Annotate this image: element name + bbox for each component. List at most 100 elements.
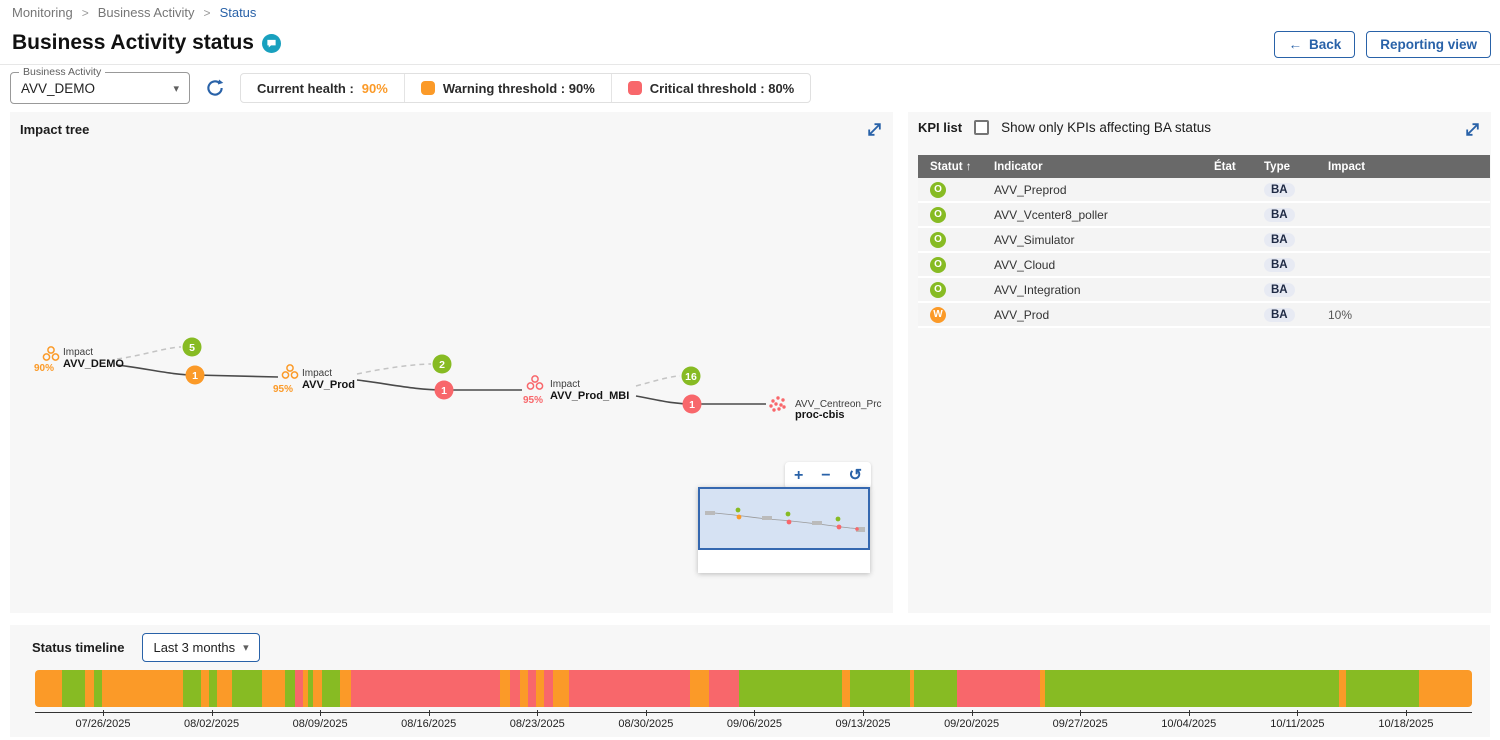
timeline-segment[interactable]	[93, 670, 103, 707]
timeline-segment[interactable]	[294, 670, 304, 707]
timeline-segment[interactable]	[231, 670, 262, 707]
zoom-reset-icon[interactable]: ↺	[848, 466, 863, 484]
kpi-row[interactable]: O AVV_Vcenter8_poller BA	[918, 203, 1490, 228]
timeline-segment[interactable]	[528, 670, 536, 707]
timeline-segment[interactable]	[303, 670, 308, 707]
timeline-segment[interactable]	[849, 670, 910, 707]
tree-node-avv-demo[interactable]: 90% Impact AVV_DEMO	[34, 346, 124, 374]
axis-tick-label: 09/06/2025	[726, 718, 782, 730]
timeline-segment[interactable]	[1044, 670, 1339, 707]
timeline-segment[interactable]	[909, 670, 915, 707]
breadcrumb-monitoring[interactable]: Monitoring	[12, 5, 73, 20]
impact-tree-graph[interactable]: 90% Impact AVV_DEMO 95% Impact AVV_Prod …	[10, 112, 893, 613]
timeline-segment[interactable]	[62, 670, 86, 707]
timeline-segment[interactable]	[957, 670, 1041, 707]
zoom-out-icon[interactable]: −	[821, 466, 831, 484]
kpi-row[interactable]: O AVV_Cloud BA	[918, 253, 1490, 278]
timeline-segment[interactable]	[85, 670, 94, 707]
tree-node-avv-prod[interactable]: 95% Impact AVV_Prod	[273, 364, 355, 395]
timeline-segment[interactable]	[1338, 670, 1346, 707]
column-statut[interactable]: Statut ↑	[930, 160, 972, 173]
ba-cluster-icon	[281, 364, 299, 379]
timeline-segment[interactable]	[842, 670, 850, 707]
timeline-segment[interactable]	[307, 670, 314, 707]
timeline-segment[interactable]	[690, 670, 710, 707]
timeline-segment[interactable]	[1418, 670, 1472, 707]
timeline-segment[interactable]	[535, 670, 545, 707]
service-dots-icon	[769, 396, 786, 412]
timeline-segment[interactable]	[544, 670, 553, 707]
axis-tick-label: 07/26/2025	[75, 718, 131, 730]
timeline-segment[interactable]	[1345, 670, 1419, 707]
critical-threshold-chip: Critical threshold : 80%	[610, 74, 810, 102]
timeline-segment[interactable]	[208, 670, 218, 707]
column-indicator[interactable]: Indicator	[994, 160, 1043, 173]
comment-icon[interactable]	[261, 33, 281, 53]
tree-minimap[interactable]	[698, 487, 870, 573]
current-health-value: 90%	[361, 80, 388, 96]
timeline-segment[interactable]	[1040, 670, 1045, 707]
reporting-view-button[interactable]: Reporting view	[1366, 31, 1491, 58]
kpi-indicator: AVV_Prod	[994, 307, 1050, 322]
timeline-segment[interactable]	[313, 670, 322, 707]
timeline-segment[interactable]	[284, 670, 295, 707]
tree-node-avv-prod-mbi[interactable]: 95% Impact AVV_Prod_MBI	[523, 375, 629, 406]
timeline-segment[interactable]	[568, 670, 691, 707]
badge-ok-count[interactable]: 5	[182, 337, 202, 357]
timeline-segment[interactable]	[201, 670, 209, 707]
timeline-segment[interactable]	[340, 670, 351, 707]
timeline-segment[interactable]	[217, 670, 232, 707]
badge-critical-count[interactable]: 1	[682, 394, 702, 414]
kpi-row[interactable]: O AVV_Preprod BA	[918, 178, 1490, 203]
breadcrumb-status[interactable]: Status	[219, 5, 257, 20]
timeline-segment[interactable]	[261, 670, 285, 707]
timeline-axis: 07/26/2025 08/02/2025 08/09/2025 08/16/2025…	[35, 710, 1472, 734]
timeline-segment[interactable]	[102, 670, 183, 707]
zoom-in-icon[interactable]: +	[793, 466, 804, 484]
kpi-impact: 10%	[1328, 307, 1353, 322]
axis-tick	[754, 710, 756, 716]
svg-text:1: 1	[441, 385, 447, 397]
axis-tick	[537, 710, 539, 716]
show-only-kpis-checkbox[interactable]	[974, 120, 990, 135]
timeline-range-select[interactable]: Last 3 months ▾	[142, 633, 260, 662]
expand-icon[interactable]	[1464, 121, 1481, 138]
badge-ok-count[interactable]: 16	[681, 366, 701, 386]
svg-text:Impact: Impact	[302, 368, 332, 379]
column-impact[interactable]: Impact	[1328, 160, 1366, 173]
column-etat[interactable]: État	[1214, 160, 1236, 173]
axis-tick-label: 08/23/2025	[509, 718, 565, 730]
timeline-segment[interactable]	[709, 670, 740, 707]
column-type[interactable]: Type	[1264, 160, 1290, 173]
status-ok-icon: O	[930, 206, 946, 223]
kpi-row[interactable]: O AVV_Integration BA	[918, 278, 1490, 303]
kpi-indicator: AVV_Cloud	[994, 257, 1056, 272]
timeline-segment[interactable]	[509, 670, 520, 707]
timeline-segment[interactable]	[321, 670, 341, 707]
timeline-segment[interactable]	[499, 670, 510, 707]
minimap-viewport[interactable]	[698, 487, 870, 550]
tree-node-avv-centreon-proc[interactable]: AVV_Centreon_Prc proc-cbis	[769, 396, 882, 421]
badge-warning-count[interactable]: 1	[185, 365, 205, 385]
badge-critical-count[interactable]: 1	[434, 380, 454, 400]
expand-icon[interactable]	[866, 121, 883, 138]
timeline-segment[interactable]	[739, 670, 843, 707]
kpi-row[interactable]: O AVV_Simulator BA	[918, 228, 1490, 253]
timeline-segment[interactable]	[519, 670, 529, 707]
svg-text:95%: 95%	[523, 395, 543, 406]
timeline-segment[interactable]	[182, 670, 202, 707]
timeline-segment[interactable]	[552, 670, 569, 707]
badge-ok-count[interactable]: 2	[432, 354, 452, 374]
back-button[interactable]: ← Back	[1274, 31, 1356, 58]
business-activity-select[interactable]: Business Activity AVV_DEMO ▾	[10, 66, 190, 104]
status-warning-icon: W	[930, 306, 946, 323]
critical-threshold-label: Critical threshold : 80%	[649, 80, 795, 96]
timeline-segment[interactable]	[914, 670, 958, 707]
status-timeline-bar[interactable]	[35, 670, 1472, 707]
breadcrumb-business-activity[interactable]: Business Activity	[97, 5, 195, 20]
refresh-icon[interactable]	[205, 78, 225, 98]
timeline-segment[interactable]	[350, 670, 500, 707]
kpi-row[interactable]: W AVV_Prod BA 10%	[918, 303, 1490, 328]
timeline-segment[interactable]	[35, 670, 63, 707]
